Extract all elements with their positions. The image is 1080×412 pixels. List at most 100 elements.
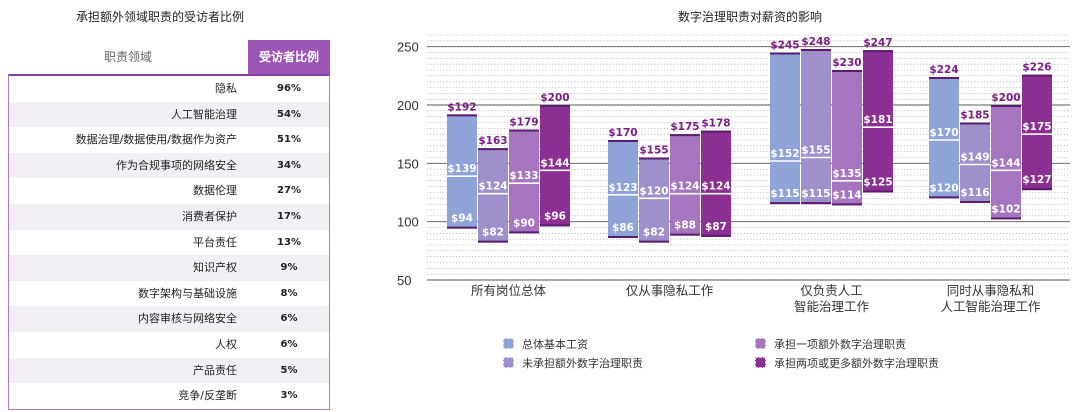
range-bar: [770, 52, 800, 205]
percentage-cell: 17%: [277, 211, 301, 222]
y-tick-label: 200: [397, 98, 419, 113]
high-value-label: $200: [991, 92, 1020, 104]
range-bar: [509, 129, 539, 234]
high-value-label: $224: [929, 64, 958, 76]
table-row: 平台责任 13%: [9, 230, 329, 256]
low-value-label: $94: [451, 213, 473, 225]
median-value-label: $149: [960, 152, 989, 164]
table-row: 数据伦理 27%: [9, 178, 329, 204]
low-value-label: $87: [705, 221, 727, 233]
high-value-label: $248: [801, 36, 830, 48]
domain-cell: 数据伦理: [193, 184, 237, 198]
legend-swatch: [503, 357, 514, 368]
percentage-cell: 27%: [277, 185, 301, 197]
legend-item: 总体基本工资: [503, 333, 588, 352]
percentage-cell: 6%: [280, 313, 298, 325]
domain-cell: 人权: [215, 338, 237, 351]
y-tick-label: 50: [397, 273, 411, 288]
category-label: 仅从事隐私工作: [626, 283, 714, 298]
median-value-label: $144: [540, 157, 569, 169]
high-value-label: $185: [960, 110, 989, 122]
median-value-label: $124: [670, 181, 699, 193]
range-bar: [832, 70, 862, 206]
legend-swatch: [755, 357, 766, 368]
domain-cell: 知识产权: [193, 261, 237, 275]
table-header: 职责领域 受访者比例: [8, 40, 330, 74]
low-value-label: $90: [513, 217, 535, 229]
median-value-label: $133: [509, 170, 538, 182]
median-value-label: $152: [770, 148, 799, 160]
median-value-label: $139: [447, 163, 476, 175]
median-value-label: $135: [832, 168, 861, 180]
range-bar: [991, 105, 1021, 220]
high-value-label: $192: [447, 101, 476, 113]
median-value-label: $144: [991, 157, 1020, 169]
percentage-cell: 6%: [280, 339, 298, 350]
low-value-label: $102: [991, 203, 1020, 215]
percentage-cell: 5%: [280, 364, 298, 376]
percentage-cell: 9%: [280, 262, 298, 274]
low-value-label: $125: [863, 177, 892, 189]
range-bar: [863, 50, 893, 193]
low-value-label: $120: [929, 182, 958, 194]
table-row: 数据治理/数据使用/数据作为资产 51%: [9, 127, 329, 153]
low-value-label: $115: [770, 188, 799, 200]
low-value-label: $116: [960, 187, 989, 199]
high-value-label: $245: [770, 40, 799, 52]
category-label: 同时从事隐私和: [947, 283, 1035, 298]
median-value-label: $175: [1022, 121, 1051, 133]
low-value-label: $114: [832, 189, 861, 201]
legend-label: 承担一项额外数字治理职责: [774, 337, 906, 351]
range-bar: [639, 157, 669, 243]
range-bar: [960, 122, 990, 203]
high-value-label: $200: [540, 92, 569, 104]
legend-item: 承担两项或更多额外数字治理职责: [755, 352, 939, 371]
range-bar: [478, 148, 508, 243]
header-percentage: 受访者比例: [248, 40, 330, 74]
high-value-label: $179: [509, 117, 538, 129]
high-value-label: $170: [608, 127, 637, 139]
domain-cell: 消费者保护: [182, 210, 237, 223]
range-bar: [608, 140, 638, 238]
category-label: 人工智能治理工作: [940, 299, 1041, 314]
median-value-label: $123: [608, 182, 637, 194]
table-title: 承担额外领域职责的受访者比例: [76, 10, 245, 24]
domain-cell: 产品责任: [193, 363, 237, 377]
domain-cell: 人工智能治理: [171, 107, 237, 121]
range-bar: [701, 130, 731, 237]
low-value-label: $115: [801, 188, 830, 200]
category-label: 智能治理工作: [794, 299, 870, 314]
low-value-label: $96: [544, 210, 566, 222]
percentage-cell: 8%: [280, 287, 298, 299]
range-bar: [670, 134, 700, 236]
table-row: 数字架构与基础设施 8%: [9, 281, 329, 307]
low-value-label: $88: [674, 220, 696, 232]
high-value-label: $155: [639, 145, 668, 157]
range-bar: [447, 114, 477, 229]
y-tick-label: 150: [397, 156, 419, 171]
table-row: 人权 6%: [9, 332, 329, 358]
median-value-label: $170: [929, 127, 958, 139]
table-row: 产品责任 5%: [9, 357, 329, 384]
low-value-label: $82: [643, 227, 665, 239]
median-value-label: $120: [639, 185, 668, 197]
high-value-label: $163: [478, 135, 507, 147]
table-row: 消费者保护 17%: [9, 204, 329, 230]
legend-item: 未承担额外数字治理职责: [503, 352, 643, 371]
low-value-label: $86: [612, 222, 634, 234]
median-value-label: $181: [863, 114, 892, 126]
percentage-cell: 96%: [277, 83, 301, 94]
high-value-label: $178: [701, 118, 730, 130]
table-row: 内容审核与网络安全 6%: [9, 306, 329, 332]
table-row: 人工智能治理 54%: [9, 101, 329, 128]
domain-cell: 数据治理/数据使用/数据作为资产: [75, 133, 237, 147]
low-value-label: $82: [482, 227, 504, 239]
table-row: 隐私 96%: [9, 76, 329, 102]
percentage-cell: 34%: [277, 159, 301, 171]
y-tick-label: 100: [397, 215, 419, 230]
chart-title: 数字治理职责对薪资的影响: [678, 10, 823, 24]
median-value-label: $124: [701, 181, 730, 193]
high-value-label: $226: [1022, 62, 1051, 74]
legend-label: 总体基本工资: [522, 337, 588, 351]
